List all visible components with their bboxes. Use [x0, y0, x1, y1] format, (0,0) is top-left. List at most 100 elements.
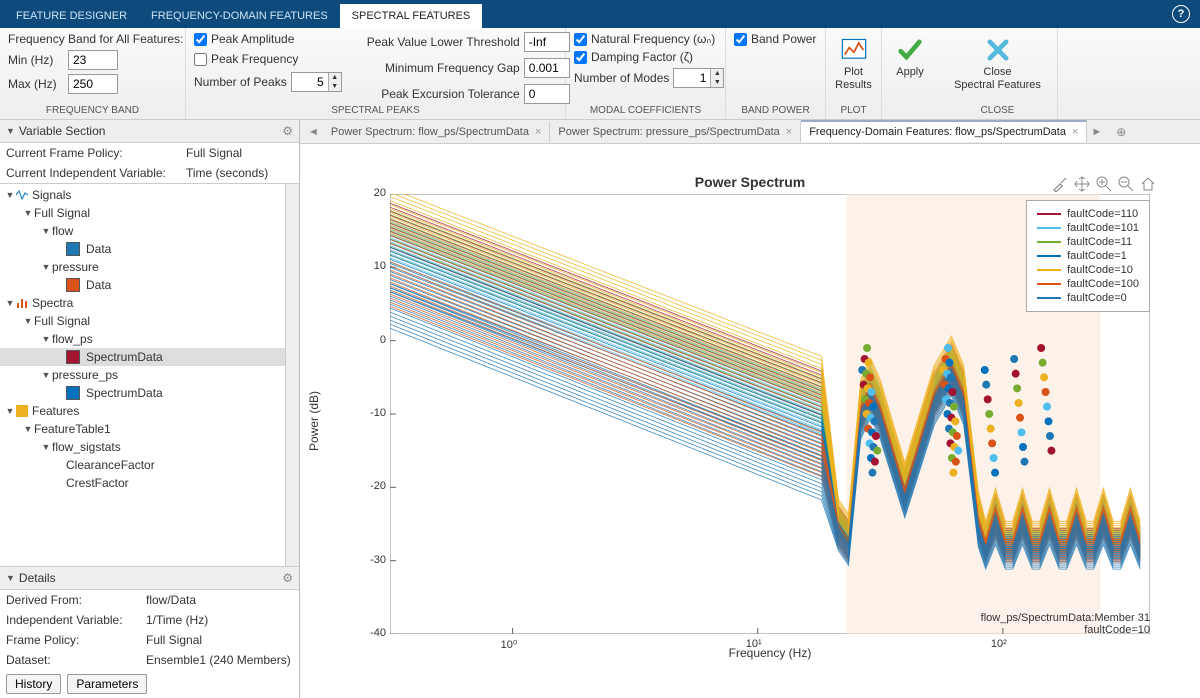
zoom-out-icon[interactable]: [1118, 176, 1134, 192]
details-fp-label: Frame Policy:: [6, 633, 146, 647]
tree-signals[interactable]: ▼Signals: [0, 186, 285, 204]
tree-clearance-factor[interactable]: ClearanceFactor: [0, 456, 285, 474]
group-title-modal: MODAL COEFFICIENTS: [574, 104, 717, 117]
tree-scrollbar[interactable]: [285, 184, 299, 566]
legend-item[interactable]: faultCode=110: [1037, 207, 1139, 221]
history-button[interactable]: History: [6, 674, 61, 694]
left-panel: ▼Variable Section⚙ Current Frame Policy:…: [0, 120, 300, 698]
tree-flow-ps[interactable]: ▼flow_ps: [0, 330, 285, 348]
peak-frequency-checkbox[interactable]: [194, 53, 207, 66]
tab-spectral-features[interactable]: SPECTRAL FEATURES: [340, 4, 483, 28]
thresh-input[interactable]: [524, 32, 570, 52]
legend-item[interactable]: faultCode=11: [1037, 235, 1139, 249]
home-icon[interactable]: [1140, 176, 1156, 192]
spinner-up-icon[interactable]: ▲: [329, 73, 341, 82]
tab-nav-prev[interactable]: ◄: [304, 126, 323, 138]
close-label-1: Close: [983, 66, 1011, 78]
peak-frequency-label: Peak Frequency: [211, 52, 298, 66]
close-icon[interactable]: ×: [1072, 126, 1078, 138]
tree-pressure[interactable]: ▼pressure: [0, 258, 285, 276]
tab-feature-designer[interactable]: FEATURE DESIGNER: [4, 4, 139, 28]
tree-featuretable1[interactable]: ▼FeatureTable1: [0, 420, 285, 438]
tree-flow-data[interactable]: Data: [0, 240, 285, 258]
max-hz-label: Max (Hz): [8, 77, 64, 91]
tree-crest-factor[interactable]: CrestFactor: [0, 474, 285, 492]
add-tab-button[interactable]: ⊕: [1110, 125, 1132, 139]
group-title-band-power: BAND POWER: [734, 104, 817, 117]
legend-item[interactable]: faultCode=0: [1037, 291, 1139, 305]
num-peaks-spinner[interactable]: ▲▼: [291, 72, 342, 92]
y-tick-label: 20: [356, 187, 386, 199]
num-peaks-label: Number of Peaks: [194, 75, 287, 89]
group-title-spectral-peaks: SPECTRAL PEAKS: [194, 104, 557, 117]
variable-section-header[interactable]: ▼Variable Section⚙: [0, 120, 299, 143]
pan-icon[interactable]: [1074, 176, 1090, 192]
close-button[interactable]: CloseSpectral Features: [946, 32, 1049, 96]
iv-label: Current Independent Variable:: [6, 166, 186, 180]
tree-pressure-spectrumdata[interactable]: SpectrumData: [0, 384, 285, 402]
details-iv-label: Independent Variable:: [6, 613, 146, 627]
max-hz-input[interactable]: [68, 74, 118, 94]
doc-tab-pressure-spectrum[interactable]: Power Spectrum: pressure_ps/SpectrumData…: [550, 122, 801, 142]
close-icon[interactable]: ×: [535, 126, 541, 138]
damp-label: Damping Factor (ζ): [591, 50, 693, 64]
close-icon[interactable]: ×: [786, 126, 792, 138]
gear-icon[interactable]: ⚙: [282, 571, 293, 585]
y-tick-label: 0: [356, 334, 386, 346]
damp-checkbox[interactable]: [574, 51, 587, 64]
exc-input[interactable]: [524, 84, 570, 104]
zoom-in-icon[interactable]: [1096, 176, 1112, 192]
apply-button[interactable]: Apply: [890, 32, 930, 83]
peak-amplitude-checkbox[interactable]: [194, 33, 207, 46]
chart-container: Power Spectrum Power (dB) -40-30-20-1001…: [300, 144, 1200, 698]
y-tick-label: -40: [356, 627, 386, 639]
tree-full-signal[interactable]: ▼Full Signal: [0, 204, 285, 222]
doc-tab-flow-spectrum[interactable]: Power Spectrum: flow_ps/SpectrumData×: [323, 122, 551, 142]
gear-icon[interactable]: ⚙: [282, 124, 293, 138]
spectra-icon: [16, 297, 28, 309]
spinner-down-icon[interactable]: ▼: [711, 78, 723, 87]
tree-spectra-full-signal[interactable]: ▼Full Signal: [0, 312, 285, 330]
tree-pressure-ps[interactable]: ▼pressure_ps: [0, 366, 285, 384]
spinner-up-icon[interactable]: ▲: [711, 69, 723, 78]
band-power-checkbox[interactable]: [734, 33, 747, 46]
help-icon[interactable]: ?: [1172, 5, 1190, 23]
num-peaks-input[interactable]: [292, 73, 328, 91]
min-hz-input[interactable]: [68, 50, 118, 70]
tree-flow-sigstats[interactable]: ▼flow_sigstats: [0, 438, 285, 456]
group-title-close: CLOSE: [946, 104, 1049, 117]
modes-input[interactable]: [674, 69, 710, 87]
parameters-button[interactable]: Parameters: [67, 674, 147, 694]
legend-item[interactable]: faultCode=100: [1037, 277, 1139, 291]
chart-area: ◄ Power Spectrum: flow_ps/SpectrumData× …: [300, 120, 1200, 698]
legend-item[interactable]: faultCode=10: [1037, 263, 1139, 277]
x-tick-label: 10⁰: [501, 638, 518, 651]
nat-freq-checkbox[interactable]: [574, 33, 587, 46]
exc-label: Peak Excursion Tolerance: [360, 87, 520, 101]
tree-flow[interactable]: ▼flow: [0, 222, 285, 240]
legend-item[interactable]: faultCode=101: [1037, 221, 1139, 235]
tree-features[interactable]: ▼Features: [0, 402, 285, 420]
tab-nav-next[interactable]: ►: [1087, 126, 1106, 138]
tree-pressure-data[interactable]: Data: [0, 276, 285, 294]
min-hz-label: Min (Hz): [8, 53, 64, 67]
variable-tree[interactable]: ▼Signals ▼Full Signal ▼flow Data ▼pressu…: [0, 184, 285, 566]
plot-results-button[interactable]: PlotResults: [834, 32, 873, 96]
x-tick-label: 10²: [991, 638, 1007, 650]
chart-toolbar: [1052, 176, 1156, 192]
gap-input[interactable]: [524, 58, 570, 78]
tree-spectra[interactable]: ▼Spectra: [0, 294, 285, 312]
doc-tab-freq-features[interactable]: Frequency-Domain Features: flow_ps/Spect…: [801, 120, 1087, 142]
brush-icon[interactable]: [1052, 176, 1068, 192]
tree-flow-spectrumdata[interactable]: SpectrumData: [0, 348, 285, 366]
chart-legend[interactable]: faultCode=110faultCode=101faultCode=11fa…: [1026, 200, 1150, 312]
spinner-down-icon[interactable]: ▼: [329, 82, 341, 91]
legend-item[interactable]: faultCode=1: [1037, 249, 1139, 263]
modes-spinner[interactable]: ▲▼: [673, 68, 724, 88]
thresh-label: Peak Value Lower Threshold: [360, 35, 520, 49]
details-header[interactable]: ▼Details⚙: [0, 567, 299, 590]
tab-freq-domain[interactable]: FREQUENCY-DOMAIN FEATURES: [139, 4, 340, 28]
details-ds-value: Ensemble1 (240 Members): [146, 653, 291, 667]
y-tick-label: 10: [356, 260, 386, 272]
details-ds-label: Dataset:: [6, 653, 146, 667]
